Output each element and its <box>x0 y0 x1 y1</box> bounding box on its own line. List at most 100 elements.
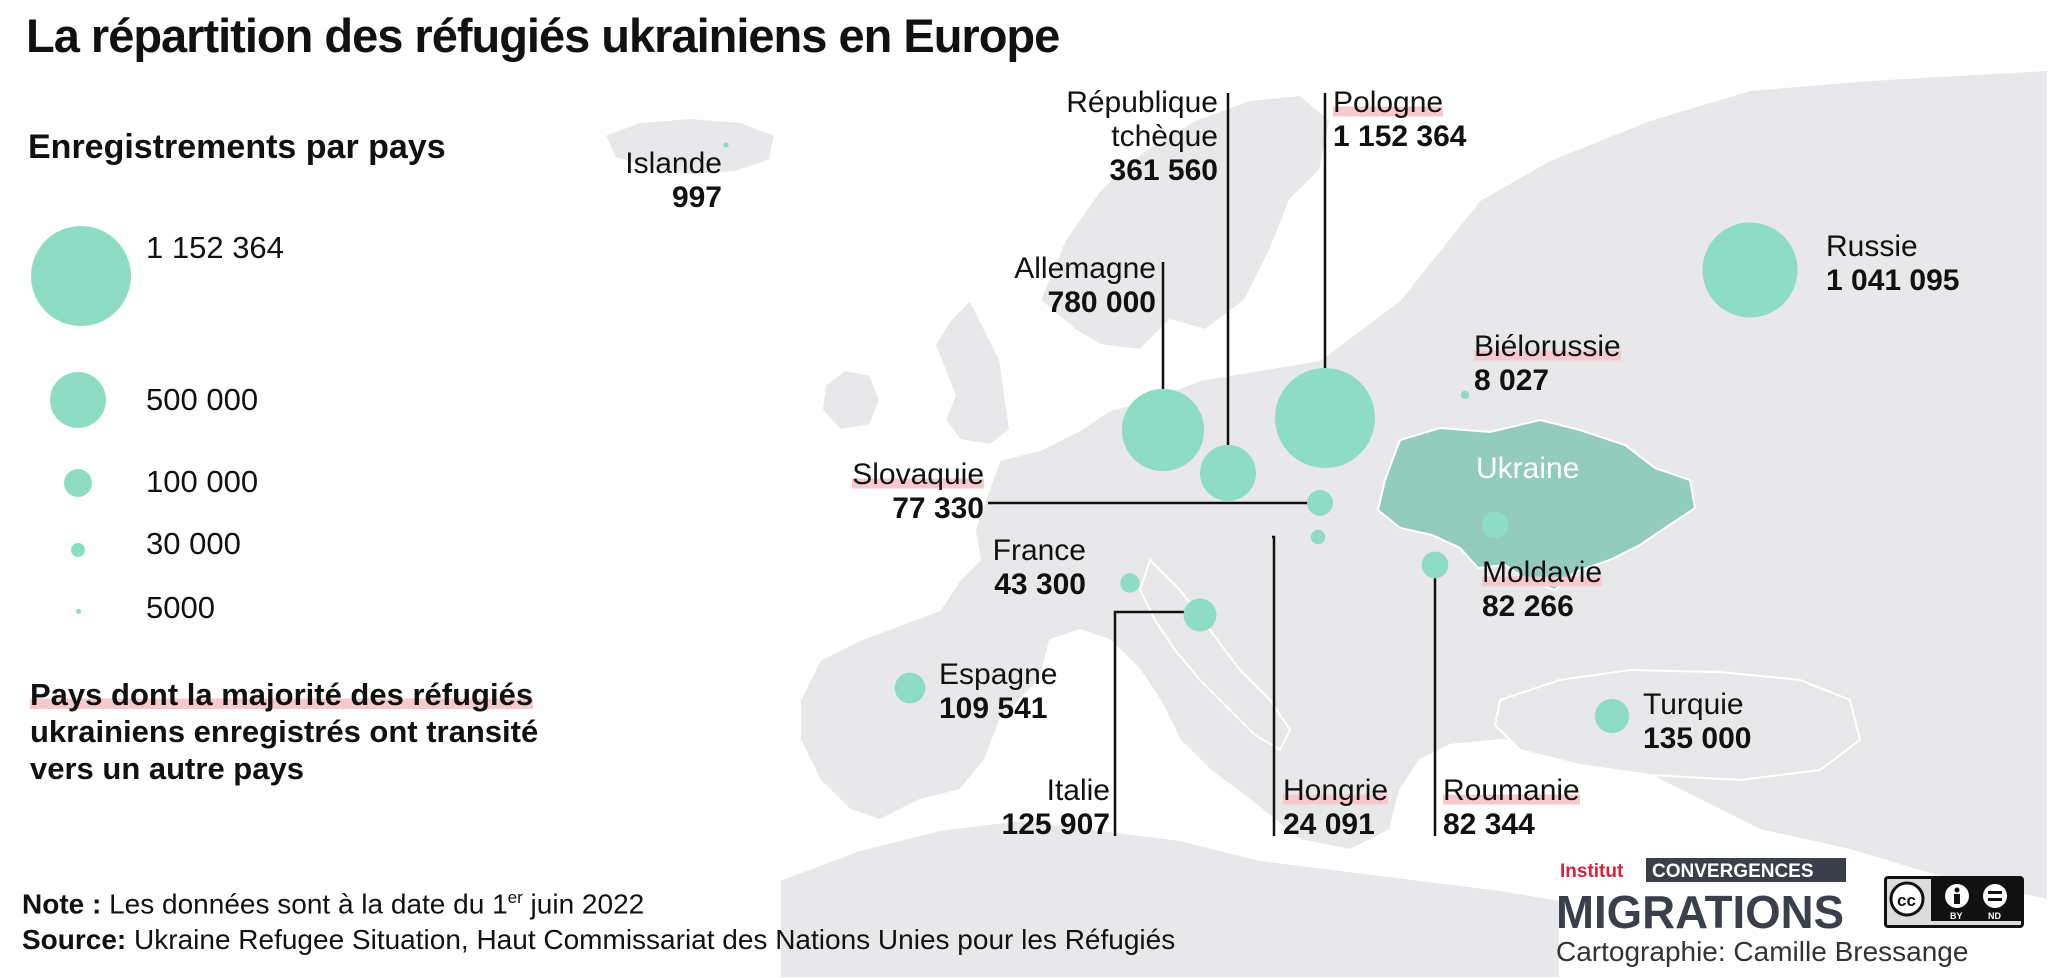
label-rep-tcheque: République tchèque 361 560 <box>1000 86 1218 188</box>
legend-circle-100000 <box>64 469 92 497</box>
label-slovaquie: Slovaquie 77 330 <box>820 458 984 526</box>
bubble-russie <box>1702 222 1798 318</box>
label-islande-name: Islande <box>625 147 722 180</box>
transit-note-line1: Pays dont la majorité des réfugiés <box>30 677 534 712</box>
italy-land <box>1138 558 1292 752</box>
label-russie-value: 1 041 095 <box>1826 264 1960 297</box>
label-allemagne: Allemagne 780 000 <box>960 252 1156 320</box>
logo-institut: Institut <box>1560 861 1624 882</box>
legend-circle-500000 <box>50 372 106 428</box>
label-bielorussie-name: Biélorussie <box>1474 330 1621 363</box>
label-rep-tcheque-name2: tchèque <box>1111 120 1218 153</box>
cartography-credit: Cartographie: Camille Bressange <box>1556 936 1969 967</box>
label-france-name: France <box>992 534 1086 567</box>
label-roumanie-value: 82 344 <box>1443 808 1535 841</box>
footer-source: Source: Ukraine Refugee Situation, Haut … <box>22 924 1175 956</box>
ukraine-label: Ukraine <box>1476 452 1580 485</box>
bubble-rep-tcheque <box>1199 444 1257 502</box>
bubble-islande <box>723 142 729 148</box>
transit-note-line3: vers un autre pays <box>30 751 304 786</box>
legend-label-500000: 500 000 <box>146 382 259 417</box>
license-by: BY <box>1950 911 1963 921</box>
label-pologne-value: 1 152 364 <box>1333 120 1467 153</box>
north-africa-land <box>779 818 1561 978</box>
label-hongrie: Hongrie 24 091 <box>1283 774 1389 842</box>
bubble-italie <box>1183 598 1217 632</box>
bubble-moldavie <box>1421 551 1449 579</box>
legend-label-1152364: 1 152 364 <box>146 230 284 265</box>
cc-license-graphic: cc BY ND <box>1889 879 2021 921</box>
footer-note-text: Les données sont à la date du 1 <box>101 888 508 920</box>
ireland-land <box>820 368 882 432</box>
label-turquie: Turquie 135 000 <box>1643 688 1751 756</box>
bubble-layer <box>723 142 1798 734</box>
footer-note: Note : Les données sont à la date du 1er… <box>22 888 644 920</box>
label-slovaquie-name: Slovaquie <box>852 458 984 491</box>
label-france: France 43 300 <box>950 534 1086 602</box>
footer-note-sup: er <box>507 888 523 907</box>
label-rep-tcheque-value: 361 560 <box>1109 154 1218 187</box>
label-russie-name: Russie <box>1826 230 1918 263</box>
label-russie: Russie 1 041 095 <box>1826 230 1959 298</box>
label-hongrie-name: Hongrie <box>1283 774 1389 807</box>
leader-lines <box>988 93 1437 836</box>
legend-label-5000: 5000 <box>146 590 215 625</box>
transit-note: Pays dont la majorité des réfugiés ukrai… <box>30 676 630 787</box>
no-derivatives-icon <box>1983 884 2007 908</box>
footer-source-text: Ukraine Refugee Situation, Haut Commissa… <box>126 924 1176 955</box>
label-italie-value: 125 907 <box>1001 808 1110 841</box>
logo-convergences: CONVERGENCES <box>1652 861 1814 882</box>
label-pologne: Pologne 1 152 364 <box>1333 86 1466 154</box>
cc-license-badge: cc BY ND <box>1884 876 2024 928</box>
britain-land <box>933 298 1012 447</box>
ukraine-shape <box>1376 418 1697 592</box>
label-bielorussie-value: 8 027 <box>1474 364 1550 397</box>
scandinavia-land <box>1038 93 1332 352</box>
turkey-land <box>1493 668 1862 782</box>
label-pologne-name: Pologne <box>1333 86 1444 119</box>
legend-circle-30000 <box>71 543 85 557</box>
label-espagne: Espagne 109 541 <box>939 658 1057 726</box>
label-moldavie: Moldavie 82 266 <box>1482 556 1603 624</box>
label-roumanie: Roumanie 82 344 <box>1443 774 1580 842</box>
license-nd: ND <box>1988 911 2001 921</box>
legend-label-30000: 30 000 <box>146 526 241 561</box>
bubble-espagne <box>894 672 926 704</box>
bubble-turquie <box>1594 698 1630 734</box>
label-espagne-name: Espagne <box>939 658 1058 691</box>
label-islande-value: 997 <box>671 181 722 214</box>
label-espagne-value: 109 541 <box>939 692 1048 725</box>
label-italie: Italie 125 907 <box>960 774 1110 842</box>
label-islande: Islande 997 <box>590 147 722 215</box>
label-turquie-name: Turquie <box>1643 688 1744 721</box>
map-title: La répartition des réfugiés ukrainiens e… <box>26 9 1060 62</box>
label-rep-tcheque-name1: République <box>1066 86 1218 119</box>
label-roumanie-name: Roumanie <box>1443 774 1580 807</box>
cc-icon-text: cc <box>1897 891 1916 910</box>
legend-title: Enregistrements par pays <box>28 128 446 166</box>
bubble-pologne <box>1275 368 1375 468</box>
label-france-value: 43 300 <box>994 568 1086 601</box>
label-turquie-value: 135 000 <box>1643 722 1752 755</box>
legend-circle-1152364 <box>31 226 131 326</box>
label-allemagne-value: 780 000 <box>1047 286 1156 319</box>
bubble-allemagne <box>1121 388 1205 472</box>
label-bielorussie: Biélorussie 8 027 <box>1474 330 1621 398</box>
logo-migrations: MIGRATIONS <box>1556 886 1844 934</box>
label-moldavie-value: 82 266 <box>1482 590 1574 623</box>
bubble-france <box>1120 573 1140 593</box>
label-hongrie-value: 24 091 <box>1283 808 1375 841</box>
footer-note-label: Note : <box>22 888 102 920</box>
footer-note-date: juin 2022 <box>522 888 645 920</box>
bubble-slovaquie <box>1307 490 1333 516</box>
bubble-bielorussie <box>1460 390 1470 400</box>
label-italie-name: Italie <box>1046 774 1110 807</box>
bubble-hongrie <box>1310 529 1326 545</box>
bubble-roumanie <box>1481 511 1509 539</box>
label-slovaquie-value: 77 330 <box>892 492 984 525</box>
footer-source-label: Source: <box>22 924 127 955</box>
label-moldavie-name: Moldavie <box>1482 556 1603 589</box>
label-allemagne-name: Allemagne <box>1014 252 1156 285</box>
cc-icon <box>1889 881 1925 917</box>
